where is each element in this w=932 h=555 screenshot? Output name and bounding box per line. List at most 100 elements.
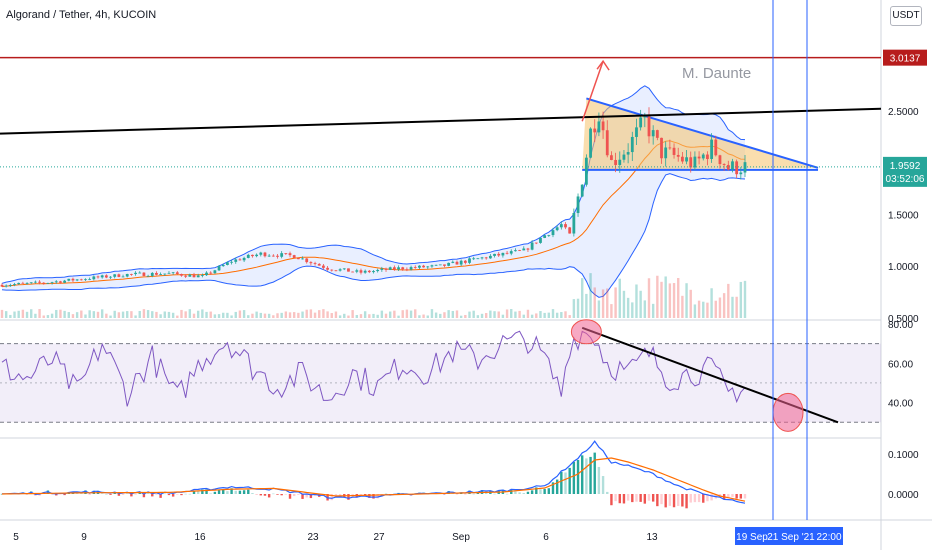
- macd-histogram-bar: [126, 493, 129, 494]
- candle-body: [672, 147, 676, 155]
- volume-bar: [301, 311, 304, 318]
- macd-histogram-bar: [305, 494, 308, 498]
- volume-bar: [30, 309, 33, 318]
- candle-body: [230, 261, 233, 263]
- volume-bar: [697, 300, 701, 318]
- macd-histogram-bar: [201, 489, 204, 494]
- candle-body: [259, 252, 263, 255]
- candle-body: [710, 139, 714, 160]
- time-axis-label: 27: [373, 532, 385, 543]
- candle-body: [71, 278, 75, 281]
- volume-bar: [276, 313, 279, 318]
- volume-bar: [334, 311, 338, 318]
- candle-body: [46, 282, 50, 284]
- volume-bar: [34, 313, 37, 318]
- last-price-label-bg: [883, 156, 927, 187]
- candle-body: [146, 275, 150, 277]
- candle-body: [568, 227, 572, 234]
- macd-histogram-bar: [593, 452, 596, 494]
- time-axis-label: 5: [13, 532, 19, 543]
- volume-bar: [155, 311, 158, 318]
- macd-histogram-bar: [639, 494, 642, 502]
- macd-histogram-bar: [280, 494, 283, 496]
- candle-body: [113, 274, 117, 277]
- volume-bar: [718, 297, 722, 318]
- candle-body: [301, 258, 304, 260]
- candle-body: [443, 264, 446, 266]
- candle-body: [75, 279, 79, 281]
- macd-histogram-bar: [334, 494, 338, 497]
- volume-bar: [722, 293, 726, 318]
- time-highlight-bg: [735, 527, 843, 545]
- macd-histogram-bar: [196, 490, 200, 494]
- volume-bar: [234, 311, 237, 318]
- macd-histogram-bar: [263, 494, 267, 496]
- macd-histogram-bar: [226, 491, 229, 494]
- volume-bar: [626, 297, 630, 318]
- candle-body: [372, 271, 375, 273]
- volume-bar: [196, 310, 200, 318]
- candle-body: [597, 121, 601, 133]
- volume-bar: [105, 313, 108, 318]
- volume-bar: [631, 302, 634, 318]
- candle-body: [213, 270, 217, 274]
- candle-body: [322, 265, 325, 268]
- candle-body: [397, 267, 400, 270]
- macd-histogram-bar: [276, 494, 279, 495]
- volume-bar: [167, 311, 171, 318]
- volume-bar: [639, 290, 642, 318]
- macd-histogram-bar: [743, 494, 747, 499]
- candle-body: [392, 267, 396, 270]
- volume-bar: [171, 312, 175, 318]
- macd-histogram-bar: [251, 493, 254, 494]
- candle-body: [501, 252, 505, 256]
- price-axis-label: 1.0000: [888, 262, 919, 273]
- macd-histogram-bar: [134, 494, 137, 495]
- volume-bar: [247, 315, 250, 318]
- candle-body: [455, 261, 459, 265]
- candle-body: [217, 266, 221, 271]
- volume-bar: [297, 312, 300, 318]
- macd-histogram-bar: [589, 456, 592, 494]
- candle-body: [54, 281, 58, 283]
- volume-bar: [393, 310, 396, 318]
- macd-histogram-bar: [443, 494, 446, 495]
- volume-bar: [593, 287, 596, 318]
- macd-histogram-bar: [347, 494, 350, 500]
- projection-arrow-head: [596, 59, 610, 71]
- volume-bar: [555, 312, 559, 318]
- volume-bar: [126, 311, 129, 318]
- candle-body: [660, 137, 663, 159]
- candle-body: [96, 276, 100, 278]
- candle-body: [276, 255, 279, 257]
- macd-histogram-bar: [455, 494, 459, 495]
- candle-body: [547, 235, 551, 236]
- candle-body: [188, 274, 192, 277]
- currency-button[interactable]: USDT: [890, 6, 922, 26]
- volume-bar: [151, 311, 154, 318]
- candle-body: [134, 272, 137, 275]
- candle-body: [159, 274, 163, 275]
- macd-histogram-bar: [209, 493, 212, 495]
- macd-histogram-bar: [63, 494, 66, 496]
- macd-histogram-bar: [155, 494, 158, 495]
- candle-body: [163, 273, 167, 275]
- volume-bar: [263, 313, 267, 318]
- long-trendline: [0, 107, 882, 135]
- rsi-line: [1, 330, 746, 407]
- volume-bar: [689, 289, 692, 318]
- candle-body: [104, 275, 108, 278]
- volume-bar: [213, 314, 217, 318]
- candle-body: [367, 270, 371, 273]
- time-axis-label: 16: [194, 532, 206, 543]
- candle-body: [731, 161, 734, 170]
- macd-histogram-bar: [230, 488, 233, 494]
- macd-histogram-bar: [601, 476, 605, 494]
- volume-bar: [222, 312, 225, 318]
- volume-bar: [610, 304, 613, 318]
- candle-body: [242, 257, 246, 261]
- last-price-label: 1.9592: [890, 161, 921, 172]
- macd-histogram-bar: [88, 494, 91, 495]
